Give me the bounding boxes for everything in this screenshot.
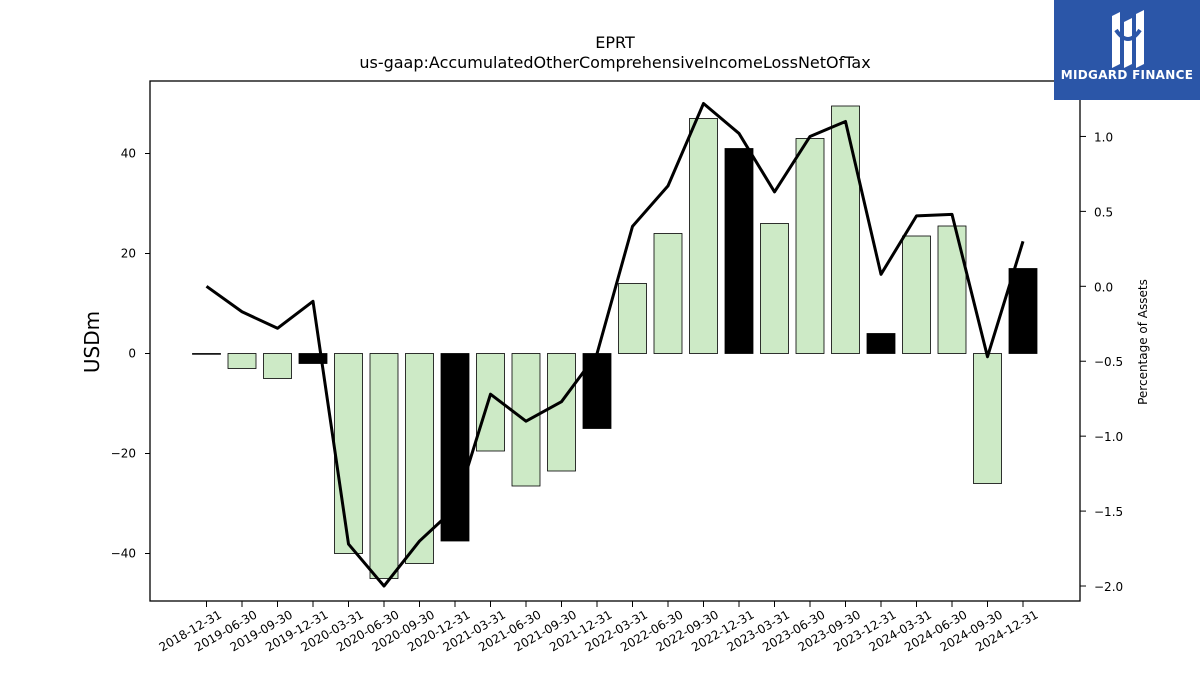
bar-series [192, 105, 1038, 579]
y-tick-label: −40 [111, 547, 136, 561]
midgard-m-icon [1112, 10, 1144, 68]
bar [227, 353, 257, 369]
y2-tick-label: −0.5 [1094, 355, 1123, 369]
bar [547, 353, 576, 472]
brand-logo: MIDGARD FINANCE [1054, 0, 1200, 100]
bar [973, 353, 1002, 484]
bar [618, 283, 647, 354]
y2-axis-ticks: −2.0 −1.5 −1.0 −0.5 0.0 0.5 1.0 [1080, 130, 1123, 594]
y2-tick-label: 1.0 [1094, 130, 1113, 144]
chart-title: EPRT [595, 33, 635, 52]
bar [369, 353, 399, 579]
bar [689, 118, 718, 354]
bar [1008, 268, 1038, 354]
x-axis-ticks: 2018-12-312019-06-302019-09-302019-12-31… [157, 601, 1041, 654]
y-tick-label: 40 [121, 147, 136, 161]
y2-tick-label: −1.5 [1094, 505, 1123, 519]
bar [263, 353, 292, 379]
y2-tick-label: 0.0 [1094, 280, 1113, 294]
bar [653, 233, 683, 354]
bar [192, 353, 221, 355]
plot-frame [149, 80, 1081, 602]
y-axis-ticks: −40 −20 0 20 40 [111, 147, 150, 561]
bar [937, 225, 967, 354]
y2-axis-label: Percentage of Assets [1136, 279, 1150, 405]
bar [440, 353, 470, 542]
y-tick-label: 20 [121, 247, 136, 261]
y-axis-label: USDm [80, 311, 104, 373]
bar [795, 138, 825, 354]
y2-tick-label: 0.5 [1094, 205, 1113, 219]
y2-tick-label: −1.0 [1094, 430, 1123, 444]
bar [724, 148, 754, 354]
bar [866, 333, 896, 354]
y-tick-label: 0 [128, 347, 136, 361]
brand-name: MIDGARD FINANCE [1060, 68, 1194, 82]
bar [298, 353, 328, 364]
line-path [205, 101, 1025, 588]
bar [334, 353, 363, 554]
y2-tick-label: −2.0 [1094, 580, 1123, 594]
bar [831, 105, 860, 354]
y-tick-label: −20 [111, 447, 136, 461]
bar [405, 353, 434, 564]
bar [902, 235, 931, 354]
chart-subtitle: us-gaap:AccumulatedOtherComprehensiveInc… [359, 53, 870, 72]
line-series [205, 101, 1025, 588]
bar [760, 223, 789, 354]
